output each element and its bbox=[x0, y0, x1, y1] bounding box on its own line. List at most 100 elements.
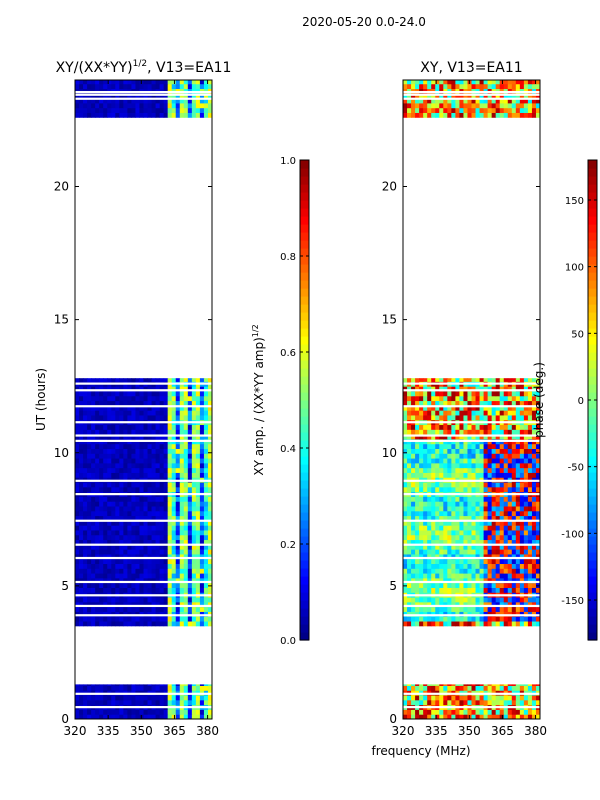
heatmap-cell bbox=[411, 424, 416, 430]
heatmap-cell bbox=[75, 429, 80, 435]
heatmap-cell bbox=[135, 107, 140, 113]
heatmap-cell bbox=[87, 93, 92, 99]
heatmap-cell bbox=[467, 597, 472, 603]
heatmap-cell bbox=[503, 539, 509, 545]
heatmap-cell bbox=[455, 510, 460, 517]
heatmap-cell bbox=[187, 448, 193, 454]
heatmap-cell bbox=[127, 606, 132, 612]
heatmap-cell bbox=[451, 458, 456, 464]
heatmap-cell bbox=[183, 515, 189, 521]
heatmap-cell bbox=[75, 515, 80, 521]
heatmap-cell bbox=[103, 529, 108, 536]
heatmap-cell bbox=[155, 93, 161, 99]
heatmap-cell bbox=[107, 400, 112, 406]
heatmap-cell bbox=[119, 496, 124, 502]
heatmap-cell bbox=[411, 80, 416, 85]
heatmap-cell bbox=[151, 539, 157, 545]
heatmap-cell bbox=[207, 448, 213, 454]
heatmap-cell bbox=[427, 699, 432, 706]
heatmap-cell bbox=[479, 429, 485, 435]
heatmap-cell bbox=[87, 695, 92, 701]
heatmap-cell bbox=[199, 400, 205, 406]
heatmap-cell bbox=[179, 506, 185, 512]
heatmap-cell bbox=[483, 525, 489, 531]
heatmap-cell bbox=[427, 520, 432, 526]
data-gap-line bbox=[75, 389, 212, 392]
heatmap-cell bbox=[531, 553, 537, 560]
heatmap-cell bbox=[159, 529, 165, 536]
heatmap-cell bbox=[471, 414, 477, 421]
heatmap-cell bbox=[535, 582, 541, 588]
heatmap-cell bbox=[479, 568, 485, 574]
heatmap-cell bbox=[179, 386, 185, 392]
heatmap-cell bbox=[207, 699, 213, 706]
heatmap-cell bbox=[79, 400, 84, 406]
heatmap-cell bbox=[487, 539, 493, 545]
heatmap-cell bbox=[203, 616, 209, 622]
heatmap-cell bbox=[475, 611, 481, 617]
heatmap-cell bbox=[459, 448, 464, 454]
heatmap-cell bbox=[431, 549, 436, 555]
heatmap-cell bbox=[443, 448, 448, 454]
heatmap-cell bbox=[491, 714, 497, 720]
heatmap-cell bbox=[467, 577, 472, 584]
heatmap-cell bbox=[455, 534, 460, 541]
heatmap-cell bbox=[515, 405, 521, 411]
heatmap-cell bbox=[155, 102, 161, 109]
heatmap-cell bbox=[427, 553, 432, 560]
heatmap-cell bbox=[175, 80, 181, 85]
heatmap-cell bbox=[155, 601, 161, 608]
heatmap-cell bbox=[483, 515, 489, 521]
heatmap-cell bbox=[419, 448, 424, 454]
heatmap-cell bbox=[447, 529, 452, 536]
heatmap-cell bbox=[411, 539, 416, 545]
heatmap-cell bbox=[423, 482, 428, 488]
heatmap-cell bbox=[463, 424, 468, 430]
heatmap-cell bbox=[99, 93, 104, 99]
heatmap-cell bbox=[495, 684, 501, 686]
heatmap-cell bbox=[95, 482, 100, 488]
heatmap-cell bbox=[207, 506, 213, 512]
heatmap-cell bbox=[203, 506, 209, 512]
heatmap-cell bbox=[135, 573, 140, 579]
heatmap-cell bbox=[431, 699, 436, 706]
heatmap-cell bbox=[403, 582, 408, 588]
heatmap-cell bbox=[103, 482, 108, 488]
heatmap-cell bbox=[427, 453, 432, 459]
heatmap-cell bbox=[175, 386, 181, 392]
heatmap-cell bbox=[167, 482, 173, 488]
heatmap-cell bbox=[435, 424, 440, 430]
heatmap-cell bbox=[179, 98, 185, 104]
heatmap-cell bbox=[75, 424, 80, 430]
heatmap-cell bbox=[403, 685, 408, 691]
heatmap-cell bbox=[483, 695, 489, 701]
heatmap-cell bbox=[99, 587, 104, 593]
heatmap-cell bbox=[91, 597, 96, 603]
heatmap-cell bbox=[435, 107, 440, 113]
heatmap-cell bbox=[403, 405, 408, 411]
heatmap-cell bbox=[151, 549, 157, 555]
heatmap-cell bbox=[491, 709, 497, 715]
heatmap-cell bbox=[119, 390, 124, 397]
heatmap-cell bbox=[179, 525, 185, 531]
heatmap-cell bbox=[531, 424, 537, 430]
heatmap-cell bbox=[471, 98, 477, 104]
heatmap-cell bbox=[155, 472, 161, 478]
heatmap-cell bbox=[443, 472, 448, 478]
heatmap-cell bbox=[511, 539, 517, 545]
heatmap-cell bbox=[459, 501, 464, 507]
heatmap-cell bbox=[159, 429, 165, 435]
heatmap-cell bbox=[167, 107, 173, 113]
heatmap-cell bbox=[95, 529, 100, 536]
heatmap-cell bbox=[179, 616, 185, 622]
heatmap-cell bbox=[119, 378, 124, 382]
heatmap-cell bbox=[479, 98, 485, 104]
colorbar-segment bbox=[588, 264, 597, 273]
heatmap-cell bbox=[479, 553, 485, 560]
heatmap-cell bbox=[199, 107, 205, 113]
heatmap-cell bbox=[179, 378, 185, 382]
heatmap-cell bbox=[95, 434, 100, 440]
heatmap-cell bbox=[183, 577, 189, 584]
heatmap-cell bbox=[411, 515, 416, 521]
heatmap-cell bbox=[487, 549, 493, 555]
